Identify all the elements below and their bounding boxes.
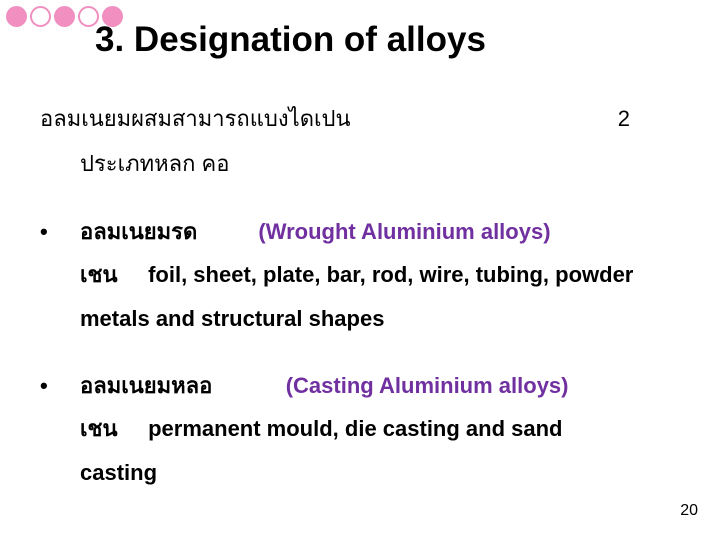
desc-prefix: เชน — [80, 416, 118, 441]
alloy-name-english: (Wrought Aluminium alloys) — [258, 219, 550, 244]
alloy-desc: เชน foil, sheet, plate, bar, rod, wire, … — [80, 256, 700, 293]
alloy-desc-cont: casting — [80, 454, 700, 491]
bullet-marker: • — [40, 213, 80, 250]
bullet-item-1: • อลมเนยมรด (Wrought Aluminium alloys) เ… — [40, 213, 700, 337]
bullet-marker: • — [40, 367, 80, 404]
alloy-name-thai: อลมเนยมหลอ — [80, 373, 212, 398]
slide-title: 3. Designation of alloys — [95, 20, 486, 60]
alloy-desc-cont: metals and structural shapes — [80, 300, 700, 337]
alloy-name-english: (Casting Aluminium alloys) — [286, 373, 569, 398]
intro-line-1: อลมเนยมผสมสามารถแบงไดเปน 2 — [40, 100, 630, 137]
slide-body: อลมเนยมผสมสามารถแบงไดเปน 2 ประเภทหลก คอ … — [40, 100, 700, 491]
dot-icon — [54, 6, 75, 27]
desc-prefix: เชน — [80, 262, 118, 287]
bullet-item-2: • อลมเนยมหลอ (Casting Aluminium alloys) … — [40, 367, 700, 491]
intro-text-left: อลมเนยมผสมสามารถแบงไดเปน — [40, 100, 351, 137]
alloy-name-thai: อลมเนยมรด — [80, 219, 197, 244]
desc-text: permanent mould, die casting and sand — [148, 416, 562, 441]
desc-text: foil, sheet, plate, bar, rod, wire, tubi… — [148, 262, 633, 287]
intro-line-2: ประเภทหลก คอ — [80, 145, 700, 182]
dot-icon — [6, 6, 27, 27]
dot-icon — [30, 6, 51, 27]
intro-text-number: 2 — [618, 100, 630, 137]
page-number: 20 — [680, 502, 698, 520]
alloy-desc: เชน permanent mould, die casting and san… — [80, 410, 700, 447]
